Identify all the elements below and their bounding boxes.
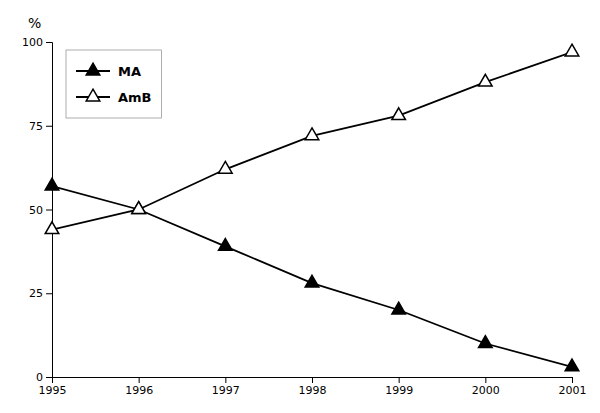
x-tick-label: 1995 xyxy=(39,384,67,397)
x-tick-mark xyxy=(399,377,400,383)
series-line xyxy=(52,186,572,367)
y-tick-mark xyxy=(46,293,52,294)
point xyxy=(565,359,579,371)
x-tick-label: 1997 xyxy=(212,384,240,397)
x-tick-label: 1996 xyxy=(125,384,153,397)
y-tick-label: 25 xyxy=(29,287,43,300)
y-tick-mark xyxy=(46,210,52,211)
legend-item: MA xyxy=(76,63,141,78)
x-tick: 2000 xyxy=(472,377,500,397)
y-tick-label: 75 xyxy=(29,120,43,133)
x-tick-label: 1999 xyxy=(385,384,413,397)
x-tick-mark xyxy=(312,377,313,383)
points xyxy=(45,44,579,371)
legend-swatch-marker xyxy=(86,63,100,75)
y-tick-mark xyxy=(46,377,52,378)
point xyxy=(305,275,319,287)
x-tick: 1997 xyxy=(212,377,240,397)
x-tick-mark xyxy=(139,377,140,383)
y-tick: 0 xyxy=(36,371,52,384)
y-tick-mark xyxy=(46,42,52,43)
x-axis-line xyxy=(53,378,573,384)
legend-label: AmB xyxy=(118,90,152,105)
y-tick: 100 xyxy=(22,36,52,49)
lines xyxy=(52,52,572,367)
x-tick: 1996 xyxy=(125,377,153,397)
x-tick-label: 2000 xyxy=(472,384,500,397)
point xyxy=(565,44,579,56)
y-tick-label: 50 xyxy=(29,204,43,217)
y-axis: 0 25 50 75 100 xyxy=(22,36,53,384)
x-tick-mark xyxy=(225,377,226,383)
legend-swatch-marker xyxy=(86,89,100,101)
x-tick-mark xyxy=(485,377,486,383)
y-axis-title: % xyxy=(28,15,41,31)
legend-frame xyxy=(66,50,162,118)
x-tick: 2001 xyxy=(559,377,587,397)
x-tick: 1998 xyxy=(299,377,327,397)
y-tick-label: 100 xyxy=(22,36,43,49)
point xyxy=(392,302,406,314)
point xyxy=(479,336,493,348)
y-axis-line xyxy=(46,43,53,378)
y-tick: 25 xyxy=(29,287,52,300)
y-tick-mark xyxy=(46,126,52,127)
point xyxy=(132,202,146,214)
point xyxy=(45,222,59,234)
point xyxy=(479,74,493,86)
y-tick-label: 0 xyxy=(36,371,43,384)
point xyxy=(132,202,146,214)
x-tick-mark xyxy=(572,377,573,383)
legend-label: MA xyxy=(118,64,141,79)
x-tick-label: 2001 xyxy=(559,384,587,397)
point xyxy=(305,128,319,140)
point xyxy=(219,239,233,251)
y-tick: 75 xyxy=(29,120,52,133)
legend-item: AmB xyxy=(76,89,152,104)
chart: 1995 1996 1997 1998 1999 2000 2001 0 25 50 75 100 MA… xyxy=(0,0,600,413)
point xyxy=(45,178,59,190)
legend: MA AmB xyxy=(66,50,162,118)
x-tick-label: 1998 xyxy=(299,384,327,397)
point xyxy=(392,108,406,120)
x-axis: 1995 1996 1997 1998 1999 2000 2001 xyxy=(39,377,587,397)
point xyxy=(219,161,233,173)
plot: 1995 1996 1997 1998 1999 2000 2001 0 25 50 75 100 MA… xyxy=(22,36,587,397)
x-tick: 1999 xyxy=(385,377,413,397)
y-tick: 50 xyxy=(29,204,52,217)
